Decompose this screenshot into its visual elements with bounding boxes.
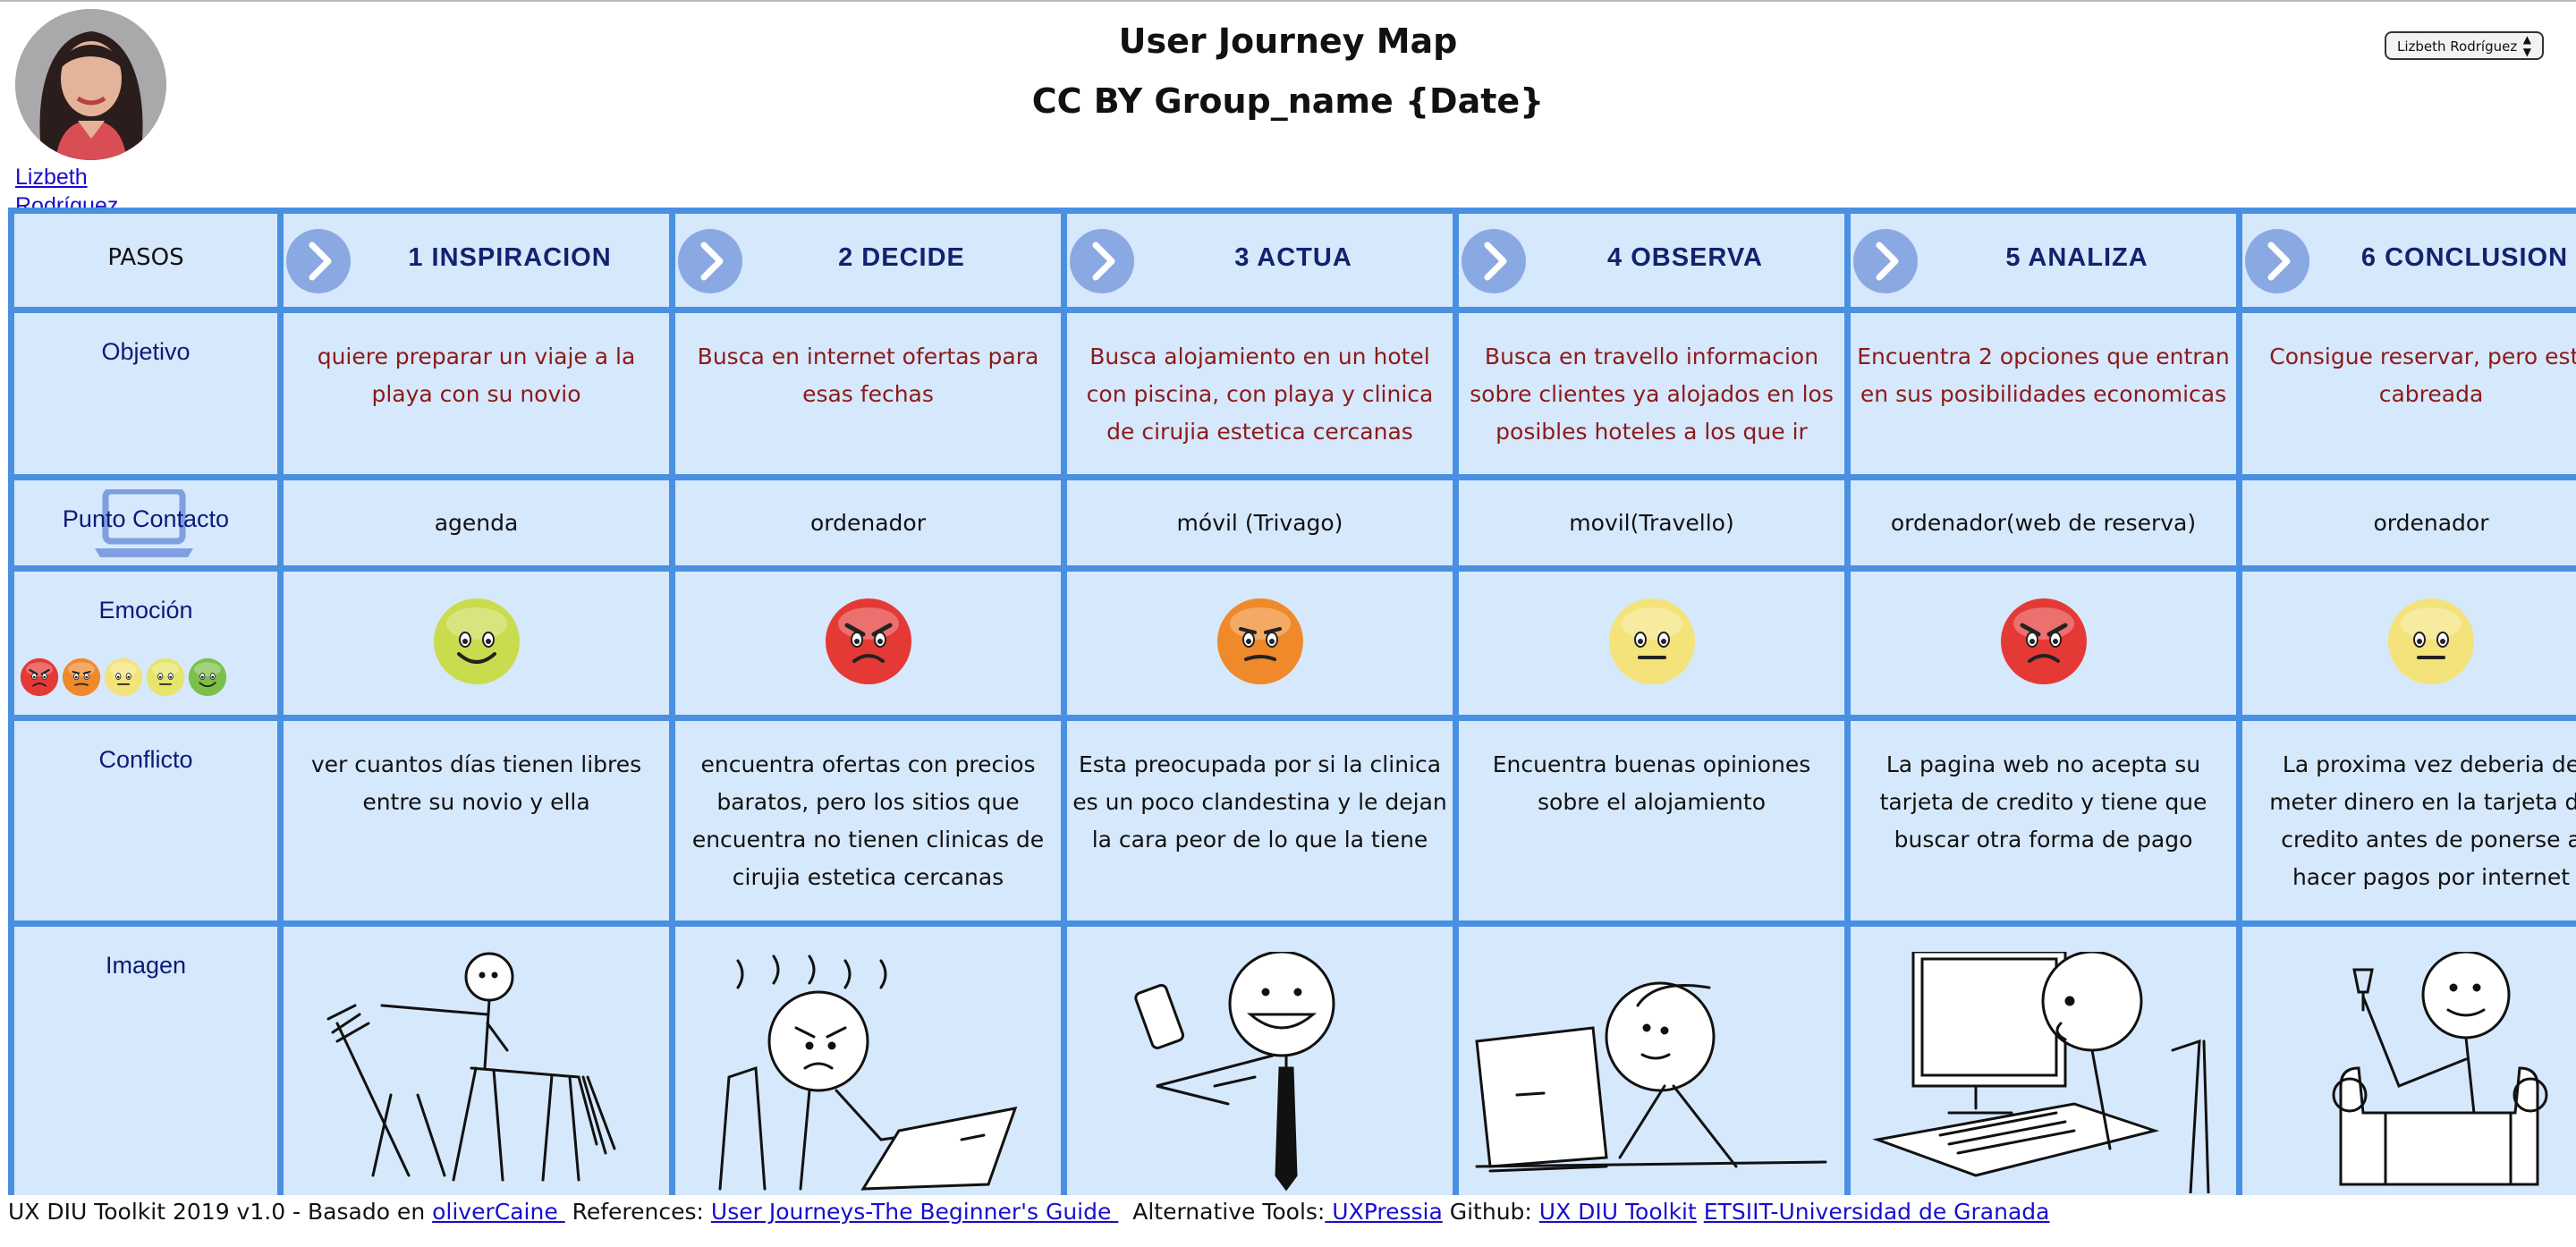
emoji-angry-icon [825,598,911,684]
objetivo-cell: Consigue reservar, pero esta cabreada [2242,313,2576,474]
step-title: 6 CONCLUSION [2360,243,2569,272]
step-header: 5 ANALIZA [1851,214,2236,307]
emoji-annoyed-icon [62,657,101,697]
user-select[interactable]: Lizbeth Rodríguez ▲ ▼ [2385,31,2544,60]
stick-figure-phone-icon [1134,952,1335,1192]
row-label-pasos: PASOS [14,214,277,307]
step-title: 3 ACTUA [1234,243,1352,272]
stick-figure-frustrated-laptop-icon [718,954,1018,1191]
stick-figure-computer-icon [1872,952,2210,1193]
step-header: 4 OBSERVA [1459,214,1844,307]
step-header: 6 CONCLUSION [2242,214,2576,307]
stick-figure-pointing-icon [326,952,616,1182]
emotion-cell [284,572,669,715]
imagen-cell [1067,927,1453,1195]
conflicto-cell: Esta preocupada por si la clinica es un … [1067,721,1453,920]
conflicto-cell: La proxima vez deberia de meter dinero e… [2242,721,2576,920]
imagen-cell [284,927,669,1195]
chevron-right-icon [1462,229,1526,293]
conflicto-cell: encuentra ofertas con precios baratos, p… [675,721,1061,920]
step-title: 1 INSPIRACION [408,243,612,272]
chevron-right-icon [2245,229,2309,293]
journey-map-grid: PASOS 1 INSPIRACION 2 DECIDE 3 ACTUA 4 O… [8,208,2576,1195]
step-title: 4 OBSERVA [1607,243,1763,272]
chevron-right-icon [1070,229,1134,293]
emotion-cell [1067,572,1453,715]
punto-contacto-cell: agenda [284,480,669,565]
footer-link-uxpressia[interactable]: UXPressia [1325,1199,1443,1225]
imagen-cell [1459,927,1844,1195]
row-label-objetivo: Objetivo [14,313,277,474]
row-label-conflicto: Conflicto [14,721,277,920]
select-arrows-icon: ▲ ▼ [2522,33,2531,58]
user-avatar [15,9,166,160]
avatar-portrait-icon [15,9,166,160]
footer-github-label: Github: [1442,1199,1539,1225]
step-header: 3 ACTUA [1067,214,1453,307]
chevron-right-icon [1853,229,1918,293]
objetivo-cell: Encuentra 2 opciones que entran en sus p… [1851,313,2236,474]
objetivo-cell: Busca alojamiento en un hotel con piscin… [1067,313,1453,474]
page-subtitle: CC BY Group_name {Date} [1031,81,1545,121]
conflicto-cell: Encuentra buenas opiniones sobre el aloj… [1459,721,1844,920]
step-title: 2 DECIDE [838,243,965,272]
footer-link-ux-diu-toolkit[interactable]: UX DIU Toolkit [1538,1199,1697,1225]
chevron-right-icon [286,229,351,293]
row-label-imagen: Imagen [14,927,277,1195]
emoji-happy-icon [433,598,520,684]
emotion-cell [2242,572,2576,715]
emotion-scale [20,657,227,697]
emoji-neutral-icon [2388,598,2474,684]
emotion-cell [1851,572,2236,715]
conflicto-cell: La pagina web no acepta su tarjeta de cr… [1851,721,2236,920]
emotion-cell [675,572,1061,715]
header: Lizbeth Rodríguez User Journey Map CC BY… [0,2,2576,218]
emotion-cell [1459,572,1844,715]
step-header: 1 INSPIRACION [284,214,669,307]
conflicto-cell: ver cuantos días tienen libres entre su … [284,721,669,920]
punto-contacto-cell: ordenador(web de reserva) [1851,480,2236,565]
emoji-angry-icon [2000,598,2087,684]
objetivo-cell: Busca en travello informacion sobre clie… [1459,313,1844,474]
emoji-neutral-icon [1608,598,1695,684]
footer-link-etsiit-ugr[interactable]: ETSIIT-Universidad de Granada [1703,1199,2050,1225]
punto-contacto-cell: ordenador [675,480,1061,565]
imagen-cell [675,927,1061,1195]
emoji-annoyed-icon [1216,598,1303,684]
step-title: 5 ANALIZA [2005,243,2148,272]
emoji-angry-icon [20,657,59,697]
footer-prefix: UX DIU Toolkit 2019 v1.0 - Basado en [8,1199,433,1225]
page-title: User Journey Map [1118,21,1458,61]
laptop-icon [95,489,193,557]
row-label-punto-contacto-text: Punto Contacto [62,505,230,532]
footer-alt-tools-label: Alternative Tools: [1132,1199,1326,1225]
footer-references-label: References: [572,1199,711,1225]
objetivo-cell: Busca en internet ofertas para esas fech… [675,313,1061,474]
footer-link-user-journeys-guide[interactable]: User Journeys-The Beginner's Guide [710,1199,1119,1225]
emoji-neutral-icon [104,657,143,697]
punto-contacto-cell: ordenador [2242,480,2576,565]
stick-figure-armchair-icon [2332,952,2548,1186]
footer-link-olivercaine[interactable]: oliverCaine [432,1199,565,1225]
row-label-emocion: Emoción [14,572,277,715]
punto-contacto-cell: móvil (Trivago) [1067,480,1453,565]
row-label-emocion-text: Emoción [98,597,193,624]
emoji-neutral-icon [146,657,185,697]
imagen-cell [2242,927,2576,1195]
stick-figure-laptop-icon [1475,981,1827,1173]
footer: UX DIU Toolkit 2019 v1.0 - Basado en oli… [8,1194,2576,1230]
emoji-happy-icon [188,657,227,697]
objetivo-cell: quiere preparar un viaje a la playa con … [284,313,669,474]
step-header: 2 DECIDE [675,214,1061,307]
user-select-value: Lizbeth Rodríguez [2397,38,2518,55]
punto-contacto-cell: movil(Travello) [1459,480,1844,565]
row-label-punto-contacto: Punto Contacto [14,480,277,565]
imagen-cell [1851,927,2236,1195]
chevron-right-icon [678,229,742,293]
